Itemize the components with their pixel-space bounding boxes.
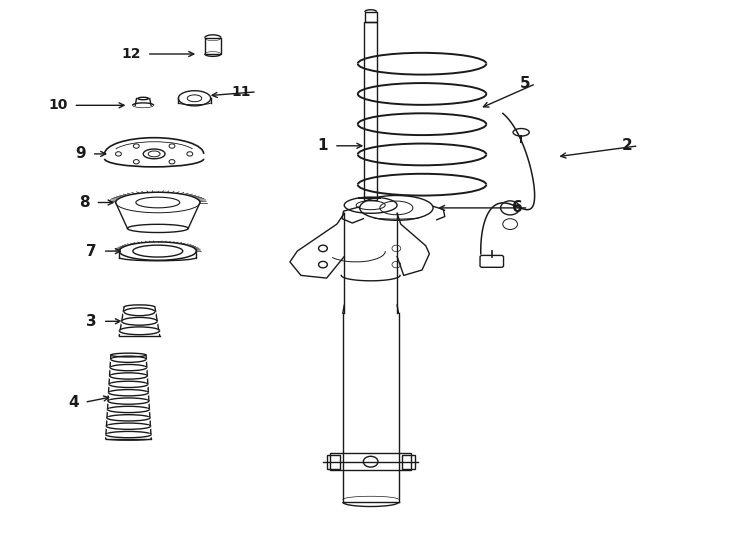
Bar xyxy=(327,455,340,469)
Text: 4: 4 xyxy=(68,395,79,410)
Text: 2: 2 xyxy=(622,138,633,153)
Bar xyxy=(365,12,377,22)
Text: 8: 8 xyxy=(79,195,90,210)
Bar xyxy=(205,38,221,54)
Text: 3: 3 xyxy=(87,314,97,329)
Bar xyxy=(330,453,411,470)
Text: 5: 5 xyxy=(520,76,530,91)
Bar xyxy=(364,22,377,200)
Text: 1: 1 xyxy=(318,138,328,153)
Bar xyxy=(402,455,415,469)
Text: 11: 11 xyxy=(231,85,251,99)
Text: 10: 10 xyxy=(48,98,68,112)
Text: 12: 12 xyxy=(121,47,141,61)
Text: 6: 6 xyxy=(512,200,523,215)
Text: 9: 9 xyxy=(76,146,86,161)
Text: 7: 7 xyxy=(87,244,97,259)
